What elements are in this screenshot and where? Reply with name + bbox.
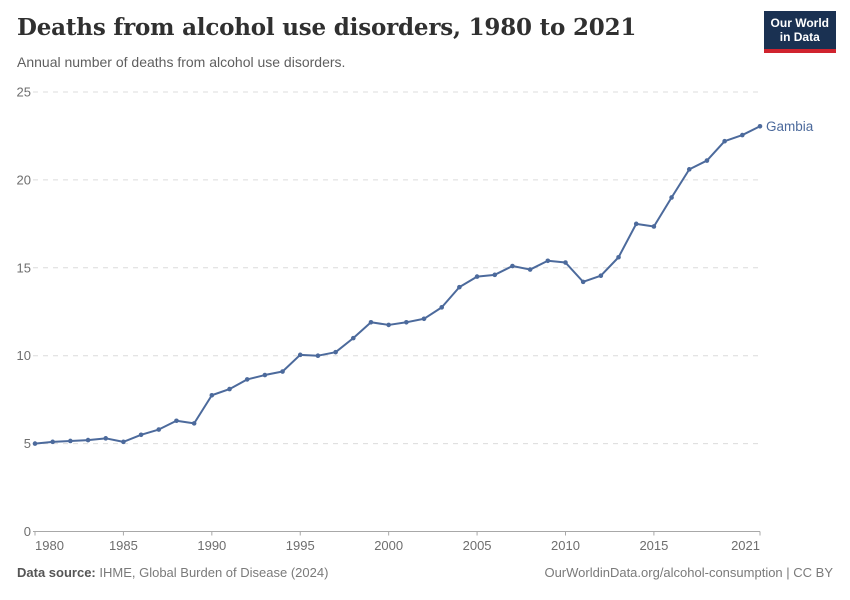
data-point: [563, 260, 568, 265]
data-point: [651, 224, 657, 229]
data-point: [68, 438, 73, 444]
y-axis-tick-label: 25: [17, 85, 31, 100]
data-source-label: Data source:: [17, 565, 96, 580]
data-point: [545, 258, 551, 264]
data-point: [103, 436, 109, 441]
y-axis-tick-label: 15: [17, 260, 31, 275]
data-point: [386, 322, 391, 328]
data-point: [368, 319, 374, 325]
y-axis-tick-label: 0: [24, 524, 31, 539]
data-point: [580, 279, 586, 285]
data-source-note: Data source: IHME, Global Burden of Dise…: [17, 565, 328, 580]
data-point: [315, 353, 321, 359]
data-point: [633, 221, 639, 227]
owid-logo-line1: Our World: [770, 16, 829, 30]
data-point: [439, 305, 445, 310]
x-axis-tick-label: 1990: [197, 538, 226, 553]
data-point: [209, 392, 215, 398]
data-point: [174, 418, 179, 424]
chart-footer: Data source: IHME, Global Burden of Dise…: [17, 565, 833, 580]
x-axis-tick-label: 1980: [35, 538, 64, 553]
entity-label: Gambia: [766, 119, 814, 134]
data-point: [598, 273, 604, 279]
x-axis-tick-label: 2015: [639, 538, 668, 553]
data-point: [262, 372, 268, 378]
data-point: [50, 439, 55, 445]
data-point: [280, 369, 285, 374]
y-axis-tick-label: 20: [17, 172, 31, 187]
line-chart: 0 5 10 15 20 25 1980 1985 1990 1995 2000 2005 2010 20…: [17, 85, 814, 554]
data-source-text: IHME, Global Burden of Disease (2024): [95, 565, 329, 580]
page-title: Deaths from alcohol use disorders, 1980 …: [17, 14, 637, 41]
data-point: [138, 432, 144, 438]
data-point: [191, 421, 197, 426]
chart-subtitle: Annual number of deaths from alcohol use…: [17, 54, 346, 70]
data-point: [350, 335, 356, 341]
data-point: [740, 132, 745, 138]
data-point: [686, 167, 692, 172]
x-axis-tick-label: 2021: [731, 538, 760, 553]
data-point: [704, 158, 710, 163]
data-point: [121, 439, 126, 445]
data-point: [616, 254, 621, 260]
data-point: [527, 267, 533, 272]
data-point: [421, 316, 427, 322]
data-point: [297, 352, 303, 358]
owid-logo-line2: in Data: [779, 30, 820, 45]
data-point: [32, 441, 38, 446]
data-point: [227, 386, 232, 392]
data-point: [669, 195, 674, 200]
y-axis-tick-label: 5: [24, 436, 31, 451]
data-point: [333, 349, 338, 355]
data-point: [510, 263, 515, 269]
x-axis-tick-label: 1985: [109, 538, 138, 553]
owid-logo[interactable]: Our World in Data: [763, 11, 836, 53]
y-axis-tick-label: 10: [17, 348, 31, 363]
data-point: [404, 319, 409, 325]
data-point: [156, 427, 162, 432]
data-point: [457, 284, 462, 290]
data-point: [244, 377, 250, 382]
data-point: [85, 437, 91, 443]
data-point: [492, 272, 498, 278]
data-line-gambia: [34, 125, 761, 445]
credit-link[interactable]: OurWorldinData.org/alcohol-consumption |…: [544, 565, 833, 580]
x-axis-tick-label: 1995: [286, 538, 315, 553]
data-point: [722, 138, 727, 144]
x-axis-tick-label: 2010: [551, 538, 580, 553]
data-point: [474, 274, 480, 279]
x-axis-tick-label: 2005: [463, 538, 492, 553]
data-point: [757, 123, 763, 129]
x-axis-tick-label: 2000: [374, 538, 403, 553]
